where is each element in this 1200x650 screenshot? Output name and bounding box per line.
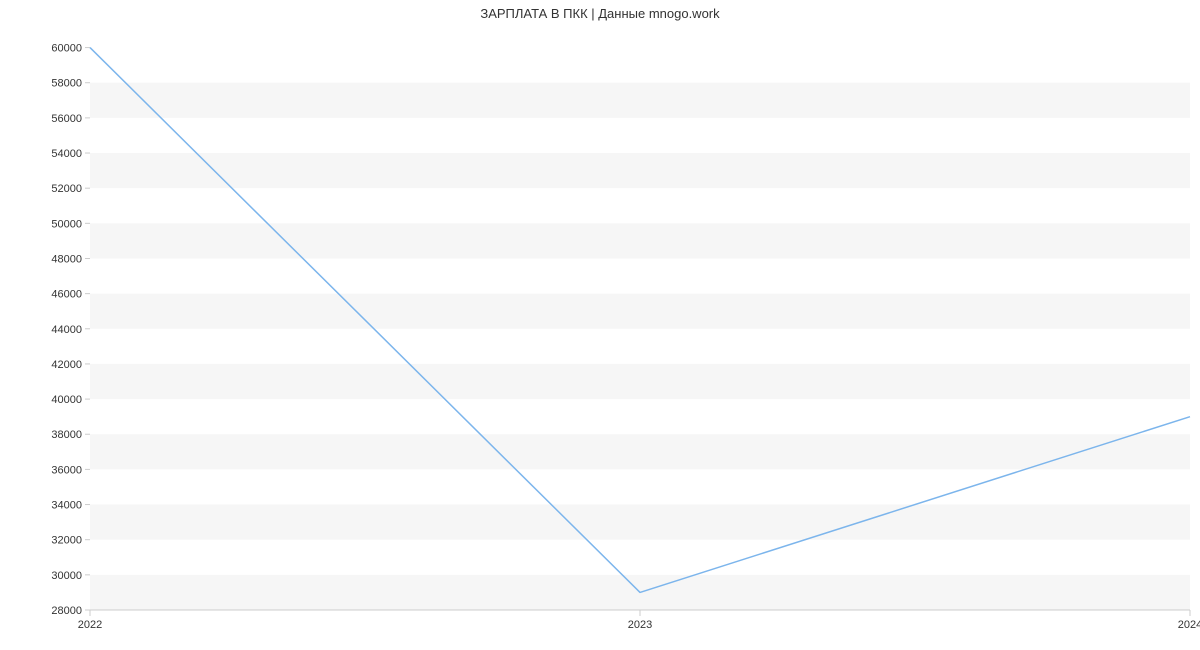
svg-text:34000: 34000 (51, 500, 82, 512)
svg-text:36000: 36000 (51, 464, 82, 476)
svg-text:42000: 42000 (51, 359, 82, 371)
svg-text:44000: 44000 (51, 324, 82, 336)
svg-text:54000: 54000 (51, 148, 82, 160)
svg-text:60000: 60000 (51, 43, 82, 55)
svg-text:2024: 2024 (1178, 619, 1200, 631)
svg-text:40000: 40000 (51, 394, 82, 406)
svg-text:58000: 58000 (51, 78, 82, 90)
chart-svg: 28000 30000 32000 34000 36000 38000 40000 42000… (0, 0, 1200, 650)
svg-text:28000: 28000 (51, 605, 82, 617)
svg-text:30000: 30000 (51, 570, 82, 582)
svg-text:2023: 2023 (628, 619, 652, 631)
svg-text:2022: 2022 (78, 619, 102, 631)
svg-text:52000: 52000 (51, 183, 82, 195)
line-chart: ЗАРПЛАТА В ПКК | Данные mnogo.work 28000… (0, 0, 1200, 650)
chart-title: ЗАРПЛАТА В ПКК | Данные mnogo.work (0, 6, 1200, 21)
svg-text:46000: 46000 (51, 289, 82, 301)
svg-text:50000: 50000 (51, 218, 82, 230)
svg-text:48000: 48000 (51, 253, 82, 265)
svg-text:32000: 32000 (51, 535, 82, 547)
svg-text:38000: 38000 (51, 429, 82, 441)
svg-text:56000: 56000 (51, 113, 82, 125)
